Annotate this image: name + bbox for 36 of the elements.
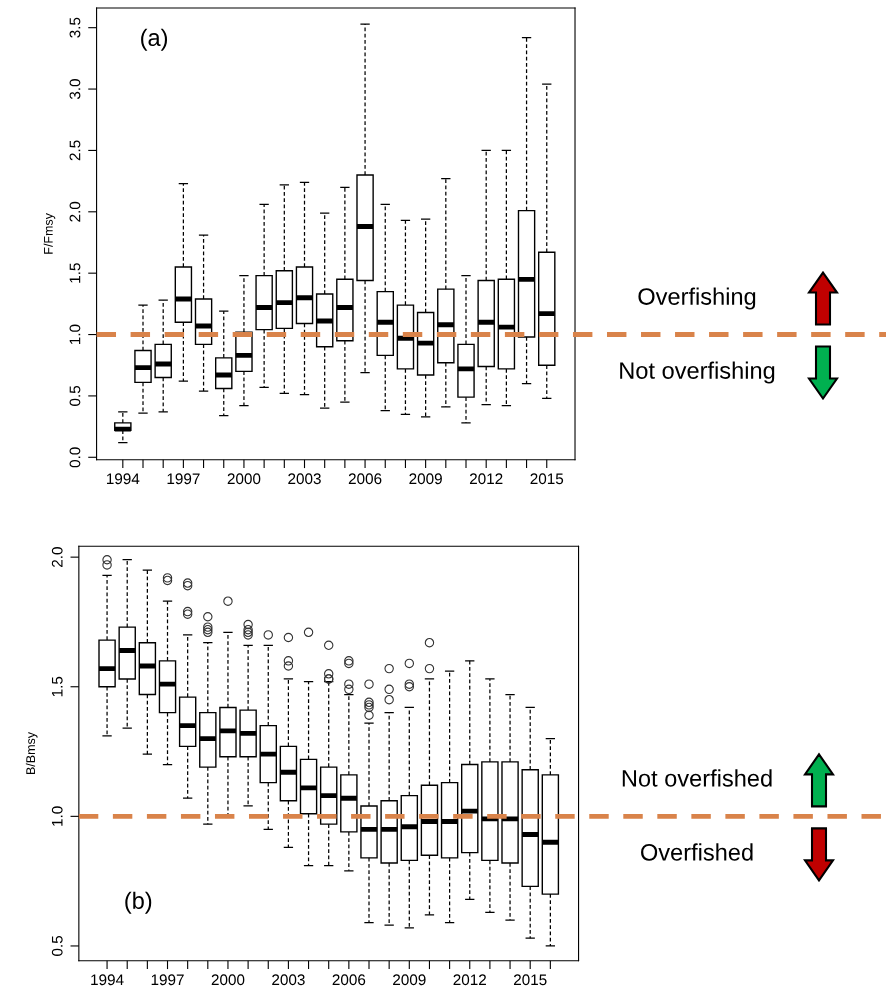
x-tick-label: 2015 (513, 974, 547, 986)
y-tick-label: 0.5 (69, 385, 81, 406)
y-tick-label: 0.5 (51, 935, 63, 956)
x-tick-label: 2012 (453, 974, 486, 986)
y-tick-label: 3.0 (69, 79, 81, 100)
annotation: (b) (125, 891, 152, 914)
y-tick-label: 1.0 (69, 324, 81, 344)
y-tick-label: 2.5 (69, 140, 81, 161)
y-tick-label: 3.5 (69, 17, 81, 38)
x-tick-label: 2009 (393, 974, 426, 986)
y-tick-label: 0.0 (69, 447, 81, 468)
x-tick-label: 2015 (530, 473, 564, 485)
x-tick-label: 2006 (332, 974, 366, 986)
x-tick-label: 1994 (91, 974, 124, 986)
x-tick-label: 1997 (167, 473, 200, 485)
y-tick-label: 2.0 (69, 201, 81, 222)
x-tick-label: 1994 (106, 473, 140, 485)
x-tick-label: 2012 (469, 473, 503, 485)
y-axis-title: F/Fmsy (43, 213, 56, 254)
x-tick-label: 2003 (288, 473, 321, 485)
x-tick-label: 2000 (227, 473, 261, 485)
y-axis-title: B/Bmsy (25, 731, 38, 774)
x-tick-label: 2006 (348, 473, 382, 485)
x-tick-label: 2000 (211, 974, 245, 986)
y-tick-label: 1.0 (51, 806, 63, 826)
y-tick-label: 1.5 (69, 263, 81, 283)
y-tick-label: 2.0 (51, 547, 63, 567)
text: Not overfished (622, 769, 772, 787)
text: Not overfishing (620, 361, 775, 384)
x-tick-label: 1997 (151, 974, 184, 986)
x-tick-label: 2003 (272, 974, 305, 986)
y-tick-label: 1.5 (51, 676, 63, 697)
text: Overfished (641, 843, 753, 861)
annotation: (a) (141, 28, 168, 51)
x-tick-label: 2009 (409, 473, 442, 485)
text: Overfishing (638, 287, 756, 310)
